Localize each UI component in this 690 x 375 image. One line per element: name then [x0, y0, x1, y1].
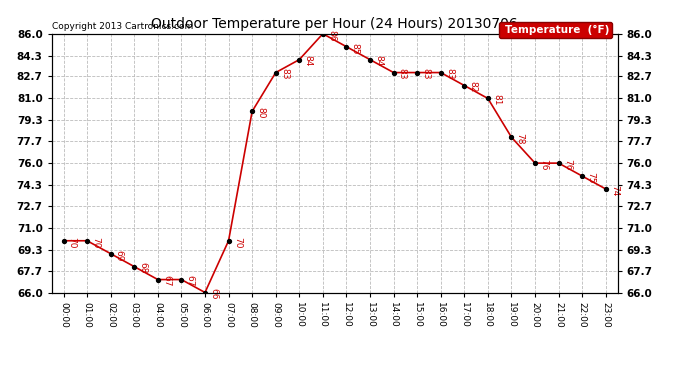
Text: 68: 68 [139, 262, 148, 274]
Text: 67: 67 [162, 275, 171, 287]
Point [600, 186, 611, 192]
Text: 69: 69 [115, 249, 124, 261]
Point [270, 70, 282, 76]
Text: 70: 70 [68, 237, 77, 248]
Text: 81: 81 [492, 94, 501, 106]
Text: 83: 83 [422, 68, 431, 80]
Point [317, 31, 328, 37]
Point [294, 57, 305, 63]
Text: 76: 76 [563, 159, 572, 171]
Point [81, 238, 92, 244]
Text: 74: 74 [610, 185, 619, 196]
Legend: Temperature  (°F): Temperature (°F) [499, 22, 612, 39]
Point [412, 70, 423, 76]
Point [364, 57, 375, 63]
Point [341, 44, 352, 50]
Point [506, 134, 517, 140]
Text: 66: 66 [209, 288, 218, 300]
Text: 82: 82 [469, 81, 477, 93]
Point [577, 173, 588, 179]
Text: 70: 70 [233, 237, 241, 248]
Point [482, 96, 493, 102]
Point [435, 70, 446, 76]
Text: 76: 76 [539, 159, 548, 171]
Text: 70: 70 [91, 237, 100, 248]
Text: 86: 86 [327, 30, 336, 41]
Point [58, 238, 69, 244]
Point [129, 264, 140, 270]
Point [388, 70, 399, 76]
Text: 83: 83 [397, 68, 406, 80]
Point [223, 238, 234, 244]
Text: 67: 67 [186, 275, 195, 287]
Text: 78: 78 [515, 133, 524, 145]
Text: 84: 84 [304, 56, 313, 67]
Point [459, 82, 470, 88]
Text: 75: 75 [586, 172, 595, 183]
Point [246, 108, 257, 114]
Text: 83: 83 [280, 68, 289, 80]
Point [105, 251, 116, 257]
Point [152, 277, 164, 283]
Point [529, 160, 540, 166]
Title: Outdoor Temperature per Hour (24 Hours) 20130706: Outdoor Temperature per Hour (24 Hours) … [151, 17, 518, 31]
Point [199, 290, 210, 296]
Text: 80: 80 [256, 107, 265, 119]
Text: Copyright 2013 Cartronics.com: Copyright 2013 Cartronics.com [52, 22, 193, 31]
Point [176, 277, 187, 283]
Text: 83: 83 [445, 68, 454, 80]
Text: 85: 85 [351, 42, 359, 54]
Point [553, 160, 564, 166]
Text: 84: 84 [374, 56, 383, 67]
